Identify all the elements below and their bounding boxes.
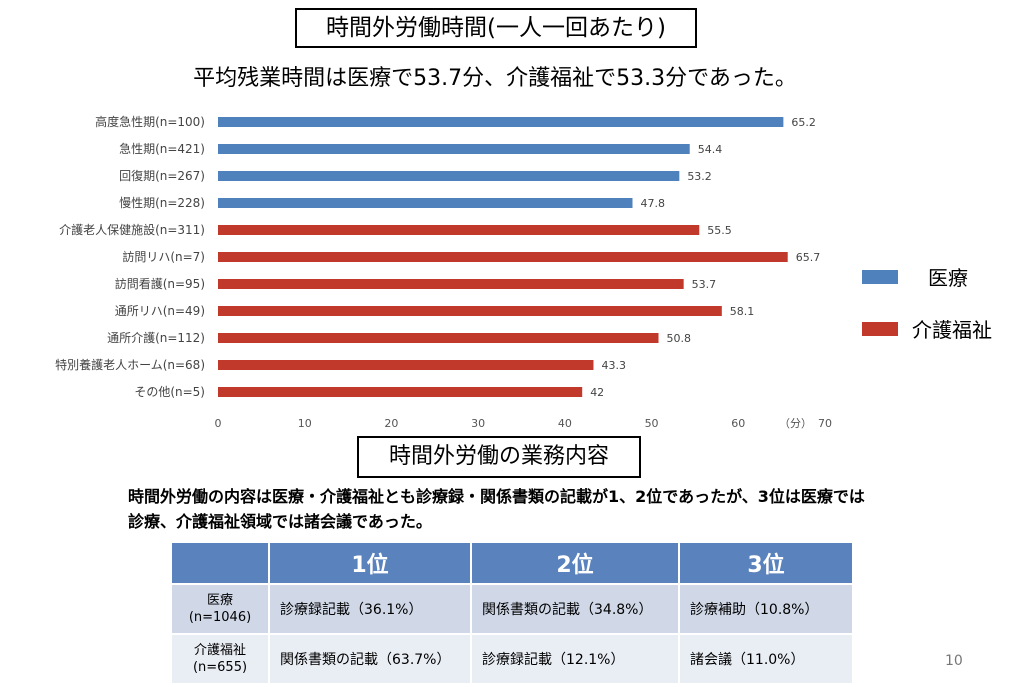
header-rank2: 2位 — [470, 541, 680, 585]
subtitle: 平均残業時間は医療で53.7分、介護福祉で53.3分であった。 — [193, 66, 797, 91]
bar — [218, 333, 659, 343]
row-label: 医療 — [206, 593, 233, 608]
row-n: (n=1046) — [188, 610, 252, 625]
table-cell: 診療補助（10.8%） — [678, 583, 854, 635]
data-label: 47.8 — [640, 197, 665, 210]
category-label: 高度急性期(n=100) — [95, 114, 205, 129]
x-tick-label: 40 — [558, 417, 572, 430]
slide-title: 時間外労働時間(一人一回あたり) — [295, 8, 697, 48]
bar — [218, 387, 583, 397]
row-header: 医療 (n=1046) — [170, 583, 270, 635]
bar — [218, 144, 690, 154]
category-label: 通所介護(n=112) — [107, 330, 205, 345]
data-label: 53.7 — [692, 278, 717, 291]
row-n: (n=655) — [192, 660, 248, 675]
bar — [218, 306, 722, 316]
x-tick-label: 30 — [471, 417, 485, 430]
bar — [218, 171, 680, 181]
data-label: 50.8 — [667, 332, 692, 345]
x-tick-label: 10 — [298, 417, 312, 430]
data-label: 58.1 — [730, 305, 755, 318]
table-cell: 関係書類の記載（34.8%） — [470, 583, 680, 635]
table-cell: 関係書類の記載（63.7%） — [268, 633, 472, 685]
legend-swatch — [862, 321, 898, 336]
category-label: 通所リハ(n=49) — [115, 304, 205, 318]
legend-item-kaigo: 介護福祉 — [862, 314, 992, 343]
category-label: 回復期(n=267) — [119, 168, 205, 183]
legend-label: 介護福祉 — [912, 318, 992, 342]
data-label: 65.2 — [791, 116, 816, 129]
data-label: 55.5 — [707, 224, 732, 237]
table-cell: 諸会議（11.0%） — [678, 633, 854, 685]
data-label: 65.7 — [796, 251, 821, 264]
category-label: 特別養護老人ホーム(n=68) — [55, 357, 205, 372]
data-label: 42 — [590, 386, 604, 399]
bar — [218, 279, 684, 289]
data-label: 54.4 — [698, 143, 723, 156]
bar-chart: 高度急性期(n=100) 65.2 急性期(n=421) 54.4 回復期(n=267)… — [55, 114, 832, 430]
table-row: 介護福祉 (n=655) 関係書類の記載（63.7%） 診療録記載（12.1%） … — [170, 633, 854, 685]
header-rank1: 1位 — [268, 541, 472, 585]
table-cell: 診療録記載（36.1%） — [268, 583, 472, 635]
row-label: 介護福祉 — [193, 643, 246, 658]
x-unit-label: （分） — [779, 417, 812, 430]
data-label: 53.2 — [687, 170, 712, 183]
table-cell: 診療録記載（12.1%） — [470, 633, 680, 685]
category-label: 急性期(n=421) — [119, 141, 205, 156]
legend-item-iryo: 医療 — [862, 262, 968, 291]
table-header-row: 1位 2位 3位 — [170, 541, 854, 585]
section-title: 時間外労働の業務内容 — [357, 436, 641, 478]
legend-swatch — [862, 269, 898, 284]
category-label: 介護老人保健施設(n=311) — [59, 222, 205, 237]
x-tick-label: 0 — [215, 417, 222, 430]
category-label: 訪問看護(n=95) — [115, 276, 205, 291]
header-rank3: 3位 — [678, 541, 854, 585]
header-empty — [170, 541, 270, 585]
data-label: 43.3 — [601, 359, 626, 372]
page-number: 10 — [945, 653, 963, 669]
x-tick-label: 20 — [384, 417, 398, 430]
category-label: その他(n=5) — [134, 385, 205, 399]
category-label: 訪問リハ(n=7) — [122, 249, 205, 264]
table-row: 医療 (n=1046) 診療録記載（36.1%） 関係書類の記載（34.8%） 診… — [170, 583, 854, 635]
tasks-table: 1位 2位 3位 医療 (n=1046) 診療録記載（36.1%） 関係書類の記載… — [170, 541, 854, 685]
bar — [218, 360, 594, 370]
legend-label: 医療 — [928, 266, 968, 290]
x-tick-label: 60 — [731, 417, 745, 430]
bar — [218, 225, 700, 235]
x-tick-label: 70 — [818, 417, 832, 430]
bar — [218, 198, 633, 208]
description: 時間外労働の内容は医療・介護福祉とも診療録・関係書類の記載が1、2位であったが、… — [128, 487, 865, 531]
row-header: 介護福祉 (n=655) — [170, 633, 270, 685]
bar — [218, 252, 788, 262]
bar — [218, 117, 784, 127]
x-tick-label: 50 — [645, 417, 659, 430]
category-label: 慢性期(n=228) — [119, 196, 205, 210]
